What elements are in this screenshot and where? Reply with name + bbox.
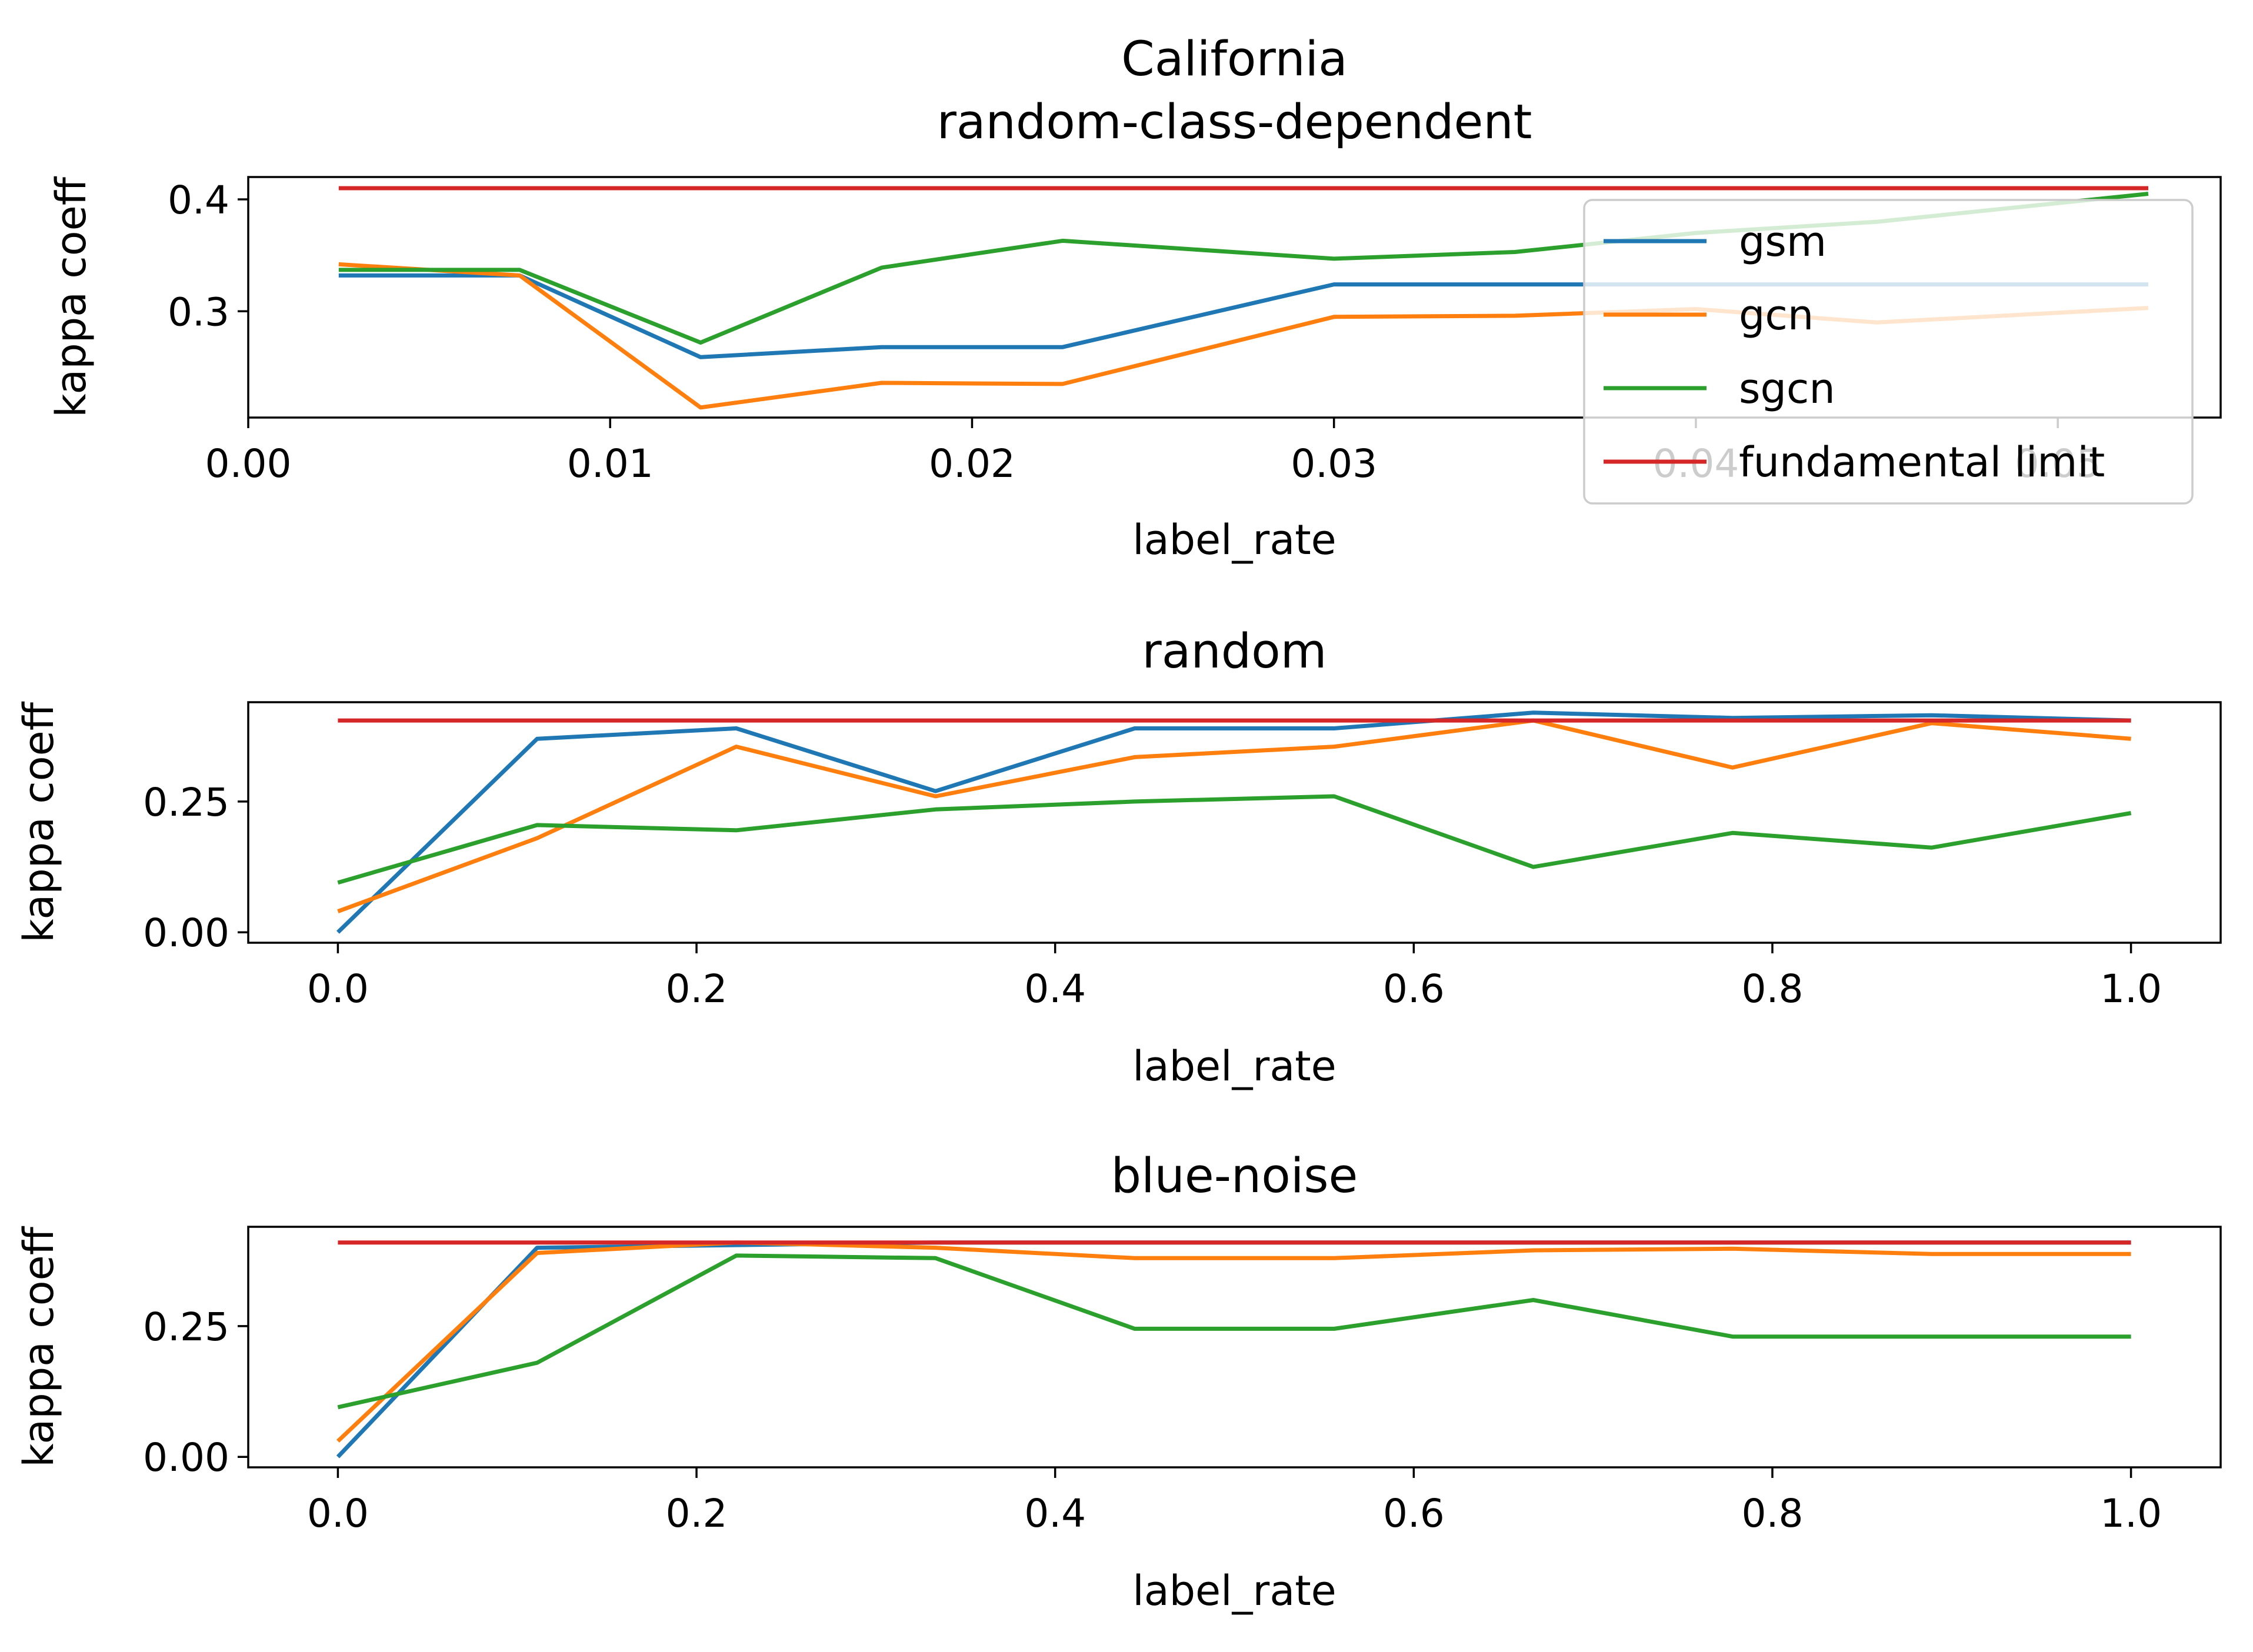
chart-title: California random-class-dependent bbox=[937, 32, 1532, 150]
subplot-blue-noise: blue-noise 0.0 0.2 0.4 0.6 0.8 1.0 0.00 0.25 labe… bbox=[15, 1149, 2222, 1615]
x-tick-label: 1.0 bbox=[2100, 1491, 2162, 1536]
x-tick-label: 0.02 bbox=[929, 441, 1015, 486]
x-tick-label: 0.0 bbox=[307, 966, 369, 1012]
x-tick-label: 0.4 bbox=[1024, 966, 1086, 1012]
legend-box bbox=[1583, 199, 2194, 505]
y-tick-label: 0.00 bbox=[143, 910, 229, 956]
x-tick-label: 0.8 bbox=[1741, 966, 1803, 1012]
y-axis-label: kappa coeff bbox=[15, 1226, 63, 1467]
y-axis-label: kappa coeff bbox=[15, 701, 63, 943]
x-axis-label: label_rate bbox=[1132, 1567, 1336, 1615]
subplot-random: random 0.0 0.2 0.4 0.6 0.8 1.0 0.00 0.25 label_ra… bbox=[15, 624, 2222, 1090]
axes-frame bbox=[247, 176, 2222, 419]
legend: gsm gcn sgcn fundamental limit bbox=[1583, 199, 2194, 505]
series-line-gcn bbox=[336, 1240, 2131, 1443]
series-group bbox=[336, 1240, 2131, 1459]
chart-title-line: California bbox=[1121, 32, 1348, 87]
chart-title: random bbox=[1142, 624, 1327, 679]
axes-frame bbox=[247, 701, 2222, 944]
y-tick-label: 0.25 bbox=[143, 1304, 229, 1350]
x-tick-label: 0.03 bbox=[1291, 441, 1377, 486]
y-axis-label: kappa coeff bbox=[47, 176, 95, 418]
series-line-gcn bbox=[337, 718, 2131, 913]
series-group bbox=[336, 710, 2132, 934]
legend-label-fundamental-limit: fundamental limit bbox=[1739, 438, 2105, 486]
chart-title-line: random-class-dependent bbox=[937, 95, 1532, 150]
x-tick-label: 1.0 bbox=[2100, 966, 2162, 1012]
x-tick-label: 0.8 bbox=[1741, 1491, 1803, 1536]
chart-title-line: random bbox=[1142, 624, 1327, 679]
axes-frame bbox=[247, 1226, 2222, 1469]
y-tick-label: 0.3 bbox=[168, 289, 229, 335]
series-line-sgcn bbox=[337, 1253, 2131, 1410]
x-tick-label: 0.4 bbox=[1024, 1491, 1086, 1536]
x-tick-label: 0.6 bbox=[1383, 1491, 1445, 1536]
x-axis-label: label_rate bbox=[1132, 1042, 1336, 1090]
legend-label-sgcn: sgcn bbox=[1739, 365, 1835, 413]
chart-title: blue-noise bbox=[1111, 1149, 1358, 1204]
x-tick-label: 0.01 bbox=[567, 441, 654, 486]
x-tick-label: 0.00 bbox=[205, 441, 292, 486]
y-tick-label: 0.4 bbox=[168, 178, 229, 223]
y-tick-label: 0.00 bbox=[143, 1435, 229, 1480]
legend-label-gsm: gsm bbox=[1739, 218, 1827, 266]
series-line-gsm bbox=[336, 710, 2131, 934]
y-tick-label: 0.25 bbox=[143, 780, 229, 825]
x-axis-label: label_rate bbox=[1132, 516, 1336, 564]
x-tick-label: 0.0 bbox=[307, 1491, 369, 1536]
subplot-california-random-class-dependent: California random-class-dependent 0.00 0.01… bbox=[47, 32, 2222, 564]
series-line-sgcn bbox=[337, 794, 2132, 885]
chart-title-line: blue-noise bbox=[1111, 1149, 1358, 1204]
x-tick-label: 0.2 bbox=[666, 1491, 728, 1536]
series-line-gsm bbox=[336, 1240, 2131, 1459]
x-tick-label: 0.2 bbox=[666, 966, 728, 1012]
x-tick-label: 0.6 bbox=[1383, 966, 1445, 1012]
legend-label-gcn: gcn bbox=[1739, 291, 1814, 339]
